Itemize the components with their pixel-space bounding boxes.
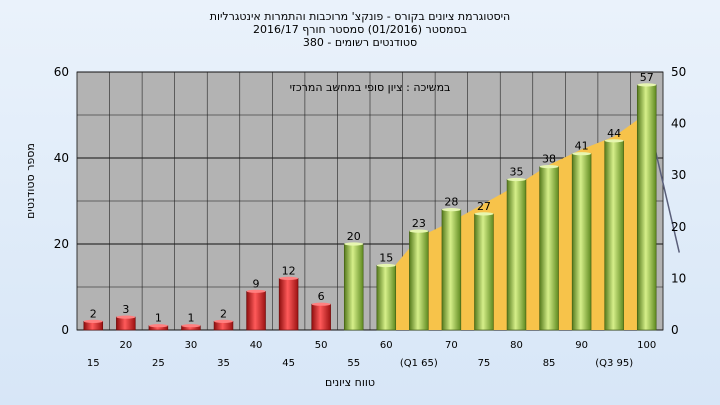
bar	[343, 243, 364, 331]
x-tick-label: 75	[478, 358, 491, 369]
bar	[311, 303, 331, 331]
x-tick-label: (Q1 65)	[400, 358, 438, 369]
bar-top	[344, 242, 364, 246]
bar-top	[116, 315, 136, 319]
y2-tick-label: 20	[671, 220, 686, 234]
data-label: 3	[122, 303, 129, 316]
bar	[506, 179, 527, 331]
bar-top	[572, 152, 592, 156]
x-tick-label: 20	[119, 340, 132, 351]
x-tick-label: 70	[445, 340, 458, 351]
bar	[278, 278, 299, 331]
data-label: 38	[542, 153, 556, 166]
bar-top	[148, 324, 168, 328]
bar-top	[474, 212, 494, 216]
bar	[604, 140, 624, 331]
data-label: 23	[412, 217, 426, 230]
bar-top	[376, 263, 396, 268]
y2-tick-label: 50	[671, 65, 686, 79]
title-line-1: היסטוגרמת ציונים בקורס - פונקצ' מרוכבות …	[209, 10, 511, 23]
bar	[376, 265, 397, 331]
y2-tick-label: 30	[671, 168, 686, 182]
y-axis-title: מספר סטודנטים	[24, 143, 37, 219]
data-label: 9	[253, 277, 260, 290]
data-label: 1	[155, 312, 162, 325]
data-label: 28	[444, 196, 458, 209]
x-tick-label: 50	[315, 340, 328, 351]
bar-top	[279, 276, 299, 280]
chart-annotation: במשיכה : ציון סופי במחשב המרכזי	[290, 81, 451, 94]
bar-top	[409, 229, 429, 233]
data-label: 35	[510, 166, 524, 179]
bar-top	[539, 165, 559, 169]
x-tick-label: 90	[575, 340, 588, 351]
x-tick-label: 100	[637, 340, 656, 351]
x-axis-title: טווח ציונים	[325, 376, 375, 389]
bar	[474, 213, 494, 331]
data-label: 57	[640, 71, 654, 84]
x-tick-label: (Q3 95)	[595, 358, 633, 369]
data-label: 44	[607, 127, 621, 140]
y-tick-label: 20	[54, 237, 69, 251]
bar-top	[246, 289, 266, 293]
chart-title: היסטוגרמת ציונים בקורס - פונקצ' מרוכבות …	[0, 10, 720, 49]
y2-tick-label: 40	[671, 117, 686, 131]
x-tick-label: 85	[543, 358, 556, 369]
data-label: 41	[575, 140, 589, 153]
x-tick-label: 25	[152, 358, 165, 369]
bar-top	[181, 324, 201, 328]
x-tick-label: 55	[347, 358, 360, 369]
y-tick-label: 40	[54, 151, 69, 165]
x-tick-label: 80	[510, 340, 523, 351]
data-label: 20	[347, 230, 361, 243]
data-label: 12	[282, 264, 296, 277]
bar	[409, 230, 429, 331]
bar-top	[441, 208, 461, 212]
y2-tick-label: 10	[671, 271, 686, 285]
y-tick-label: 0	[61, 323, 69, 337]
bar-top	[214, 319, 233, 323]
data-label: 6	[318, 290, 325, 303]
data-label: 15	[379, 252, 393, 265]
x-tick-label: 15	[87, 358, 100, 369]
x-tick-label: 40	[250, 340, 263, 351]
bar	[571, 153, 592, 331]
bar-top	[83, 319, 103, 323]
data-label: 27	[477, 200, 491, 213]
bar-top	[604, 139, 624, 143]
bar	[539, 166, 559, 331]
bar	[246, 290, 266, 331]
y-tick-label: 60	[54, 65, 69, 79]
x-tick-label: 45	[282, 358, 295, 369]
title-line-2: בסמסטר (01/2016) סמסטר חורף 2016/17	[253, 23, 467, 36]
data-label: 1	[187, 312, 194, 325]
bar-top	[507, 177, 526, 182]
bar-top	[311, 302, 331, 306]
x-tick-label: 60	[380, 340, 393, 351]
bar	[441, 209, 462, 331]
title-line-3: סטודנטים רשומים - 380	[302, 36, 418, 49]
bar	[116, 316, 136, 331]
x-tick-label: 30	[185, 340, 198, 351]
y2-tick-label: 0	[671, 323, 679, 337]
data-label: 2	[90, 307, 97, 320]
bar	[636, 84, 657, 331]
data-label: 2	[220, 307, 227, 320]
bar-top	[637, 83, 657, 87]
x-tick-label: 35	[217, 358, 230, 369]
